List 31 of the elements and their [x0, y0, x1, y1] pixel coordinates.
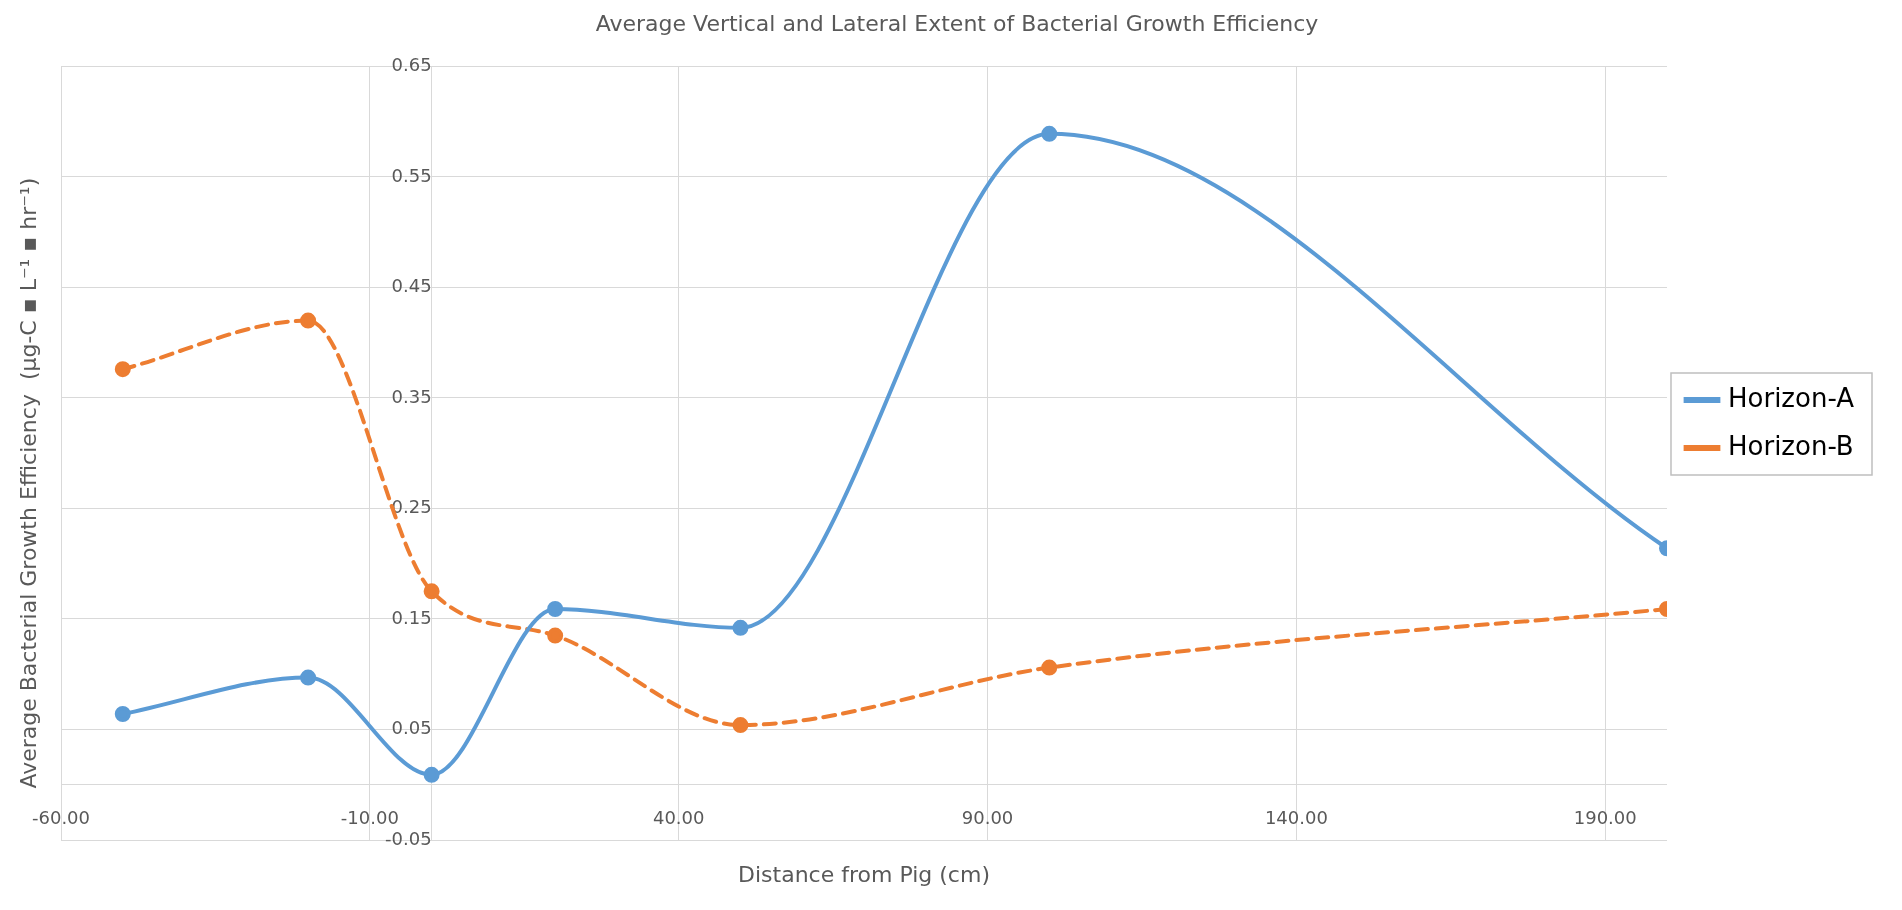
point: [423, 583, 440, 600]
chart-title: Average Vertical and Lateral Extent of Bacterial Growth Efficiency: [595, 10, 1319, 36]
point: [1041, 659, 1058, 676]
y-tick-label: 0.65: [391, 54, 432, 76]
point: [114, 706, 131, 723]
y-tick-label: 0.35: [391, 385, 432, 407]
y-tick-label: 0.05: [391, 717, 432, 739]
x-tick-label: -60.00: [32, 807, 91, 829]
legend-label: Horizon-A: [1728, 382, 1855, 413]
x-tick-label: 90.00: [961, 807, 1014, 829]
point: [300, 669, 317, 686]
y-tick-label: 0.15: [391, 606, 432, 628]
y-tick-label: 0.45: [391, 275, 432, 297]
y-tick-label: -0.05: [385, 827, 432, 849]
point: [1041, 125, 1058, 142]
y-tick-label: 0.55: [391, 164, 432, 186]
x-tick-label: -10.00: [340, 807, 399, 829]
point: [547, 627, 564, 644]
point: [300, 312, 317, 329]
point: [732, 619, 749, 636]
x-tick-label: 140.00: [1264, 807, 1328, 829]
x-tick-label: 40.00: [652, 807, 705, 829]
legend-label: Horizon-B: [1728, 430, 1854, 461]
x-tick-label: 190.00: [1573, 807, 1637, 829]
point: [114, 361, 131, 378]
point: [423, 766, 440, 783]
x-axis-title: Distance from Pig (cm): [738, 861, 990, 887]
y-tick-label: 0.25: [391, 496, 432, 518]
point: [732, 717, 749, 734]
point: [547, 601, 564, 618]
y-axis-title: Average Bacterial Growth Efficiency (µg-C ▪ L⁻¹ ▪ hr⁻¹): [15, 177, 41, 789]
